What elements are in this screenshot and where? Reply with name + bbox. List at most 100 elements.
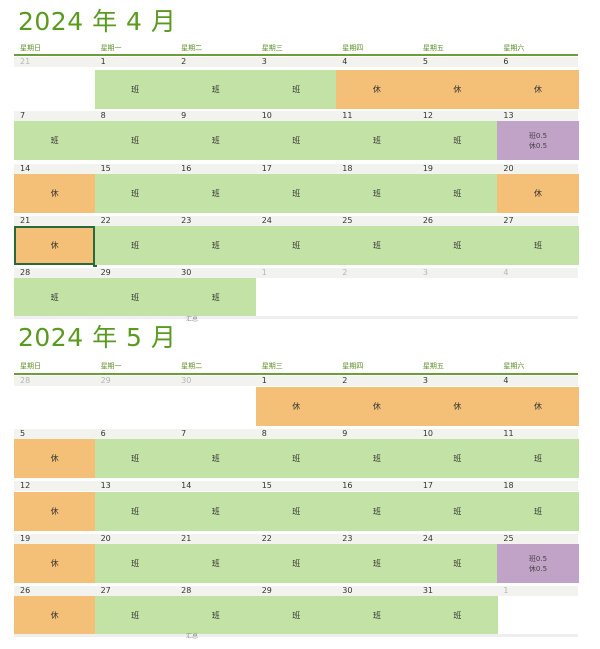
shift-cell-work[interactable]: 班 bbox=[497, 226, 579, 265]
shift-label: 休0.5 bbox=[528, 564, 548, 573]
shift-cell-rest[interactable]: 休 bbox=[416, 70, 498, 109]
shift-cell-work[interactable]: 班 bbox=[94, 596, 176, 635]
shift-cell-work[interactable]: 班 bbox=[336, 596, 418, 635]
shift-cell-mixed[interactable]: 班0.5 休0.5 bbox=[497, 121, 579, 160]
shift-cell-work[interactable]: 班 bbox=[255, 226, 337, 265]
shift-cell-work[interactable]: 班 bbox=[416, 439, 498, 478]
shift-cell-work[interactable]: 班 bbox=[416, 492, 498, 531]
shift-cell-work[interactable]: 班 bbox=[416, 121, 498, 160]
month-title: 2024 年 5 月 bbox=[18, 323, 177, 352]
date-number: 10 bbox=[261, 111, 272, 120]
date-number: 3 bbox=[261, 57, 267, 66]
shift-cell-work[interactable]: 班 bbox=[94, 544, 176, 583]
shift-cell-work[interactable]: 班 bbox=[94, 174, 176, 213]
footer-mark: 汇总 bbox=[186, 633, 199, 640]
shift-cell-work[interactable]: 班 bbox=[175, 226, 257, 265]
date-number: 26 bbox=[20, 586, 31, 595]
date-row bbox=[14, 216, 578, 226]
shift-cell-rest[interactable]: 休 bbox=[14, 174, 96, 213]
shift-cell-work[interactable]: 班 bbox=[336, 439, 418, 478]
shift-cell-work[interactable]: 班 bbox=[175, 121, 257, 160]
shift-cell-rest[interactable]: 休 bbox=[336, 387, 418, 426]
shift-cell-work[interactable]: 班 bbox=[416, 596, 498, 635]
shift-cell-work[interactable]: 班 bbox=[94, 278, 176, 317]
shift-cell-rest[interactable]: 休 bbox=[14, 439, 96, 478]
shift-cell-work[interactable]: 班 bbox=[255, 174, 337, 213]
shift-cell-work[interactable]: 班 bbox=[416, 174, 498, 213]
date-number: 14 bbox=[181, 481, 192, 490]
date-number: 19 bbox=[422, 164, 434, 173]
shift-cell-rest[interactable]: 休 bbox=[336, 70, 418, 109]
date-number: 14 bbox=[20, 164, 31, 173]
shift-cell-rest[interactable]: 休 bbox=[14, 226, 98, 267]
shift-cell-work[interactable]: 班 bbox=[255, 121, 337, 160]
shift-cell-work[interactable]: 班 bbox=[175, 492, 257, 531]
shift-cell-rest[interactable]: 休 bbox=[497, 174, 579, 213]
shift-cell-work[interactable]: 班 bbox=[336, 492, 418, 531]
date-number: 19 bbox=[20, 534, 31, 543]
shift-cell-work[interactable]: 班 bbox=[255, 70, 337, 109]
shift-cell-work[interactable]: 班 bbox=[94, 492, 176, 531]
shift-cell-work[interactable]: 班 bbox=[94, 439, 176, 478]
shift-cell-work[interactable]: 班 bbox=[94, 226, 176, 265]
shift-cell-work[interactable]: 班 bbox=[175, 439, 257, 478]
shift-cell-work[interactable]: 班 bbox=[416, 544, 498, 583]
shift-cell-rest[interactable]: 休 bbox=[14, 544, 96, 583]
shift-cell-work[interactable]: 班 bbox=[14, 121, 96, 160]
shift-cell-work[interactable]: 班 bbox=[175, 70, 257, 109]
shift-cell-mixed[interactable]: 班0.5 休0.5 bbox=[497, 544, 579, 583]
shift-cell-work[interactable]: 班 bbox=[255, 492, 337, 531]
shift-cell-work[interactable]: 班 bbox=[14, 278, 96, 317]
footer-row bbox=[14, 316, 578, 319]
shift-cell-work[interactable]: 班 bbox=[336, 121, 418, 160]
shift-cell-work[interactable]: 班 bbox=[336, 226, 418, 265]
date-number: 30 bbox=[181, 376, 192, 385]
date-number: 11 bbox=[342, 111, 353, 120]
date-number: 21 bbox=[20, 216, 31, 225]
date-number: 5 bbox=[20, 429, 26, 438]
shift-cell-work[interactable]: 班 bbox=[94, 70, 176, 109]
weekday-label: 星期三 bbox=[261, 362, 283, 370]
shift-cell-rest[interactable]: 休 bbox=[497, 70, 579, 109]
shift-cell-work[interactable]: 班 bbox=[336, 174, 418, 213]
date-number: 2 bbox=[342, 268, 348, 277]
date-number: 3 bbox=[422, 268, 428, 277]
shift-cell-work[interactable]: 班 bbox=[255, 439, 337, 478]
shift-cell-work[interactable]: 班 bbox=[255, 544, 337, 583]
shift-cell-work[interactable]: 班 bbox=[175, 174, 257, 213]
date-number: 20 bbox=[100, 534, 111, 543]
shift-label: 休0.5 bbox=[528, 141, 548, 150]
shift-cell-work[interactable]: 班 bbox=[497, 492, 579, 531]
shift-cell-rest[interactable]: 休 bbox=[497, 387, 579, 426]
shift-cell-work[interactable]: 班 bbox=[175, 596, 257, 635]
date-number: 4 bbox=[503, 268, 509, 277]
date-number: 16 bbox=[181, 164, 192, 173]
date-number: 28 bbox=[20, 268, 31, 277]
date-number: 25 bbox=[503, 534, 514, 543]
shift-cell-work[interactable]: 班 bbox=[497, 439, 579, 478]
date-number: 1 bbox=[100, 57, 106, 66]
date-number: 3 bbox=[422, 376, 428, 385]
date-number: 4 bbox=[503, 376, 509, 385]
weekday-label: 星期一 bbox=[100, 44, 122, 52]
shift-cell-rest[interactable]: 休 bbox=[255, 387, 337, 426]
date-row bbox=[14, 376, 578, 386]
weekday-label: 星期二 bbox=[181, 362, 203, 370]
shift-cell-work[interactable]: 班 bbox=[336, 544, 418, 583]
shift-cell-work[interactable]: 班 bbox=[175, 278, 257, 317]
shift-cell-rest[interactable]: 休 bbox=[14, 492, 96, 531]
weekday-label: 星期四 bbox=[342, 44, 364, 52]
shift-cell-work[interactable]: 班 bbox=[255, 596, 337, 635]
shift-cell-work[interactable]: 班 bbox=[175, 544, 257, 583]
date-number: 29 bbox=[100, 268, 111, 277]
shift-cell-work[interactable]: 班 bbox=[416, 226, 498, 265]
weekday-label: 星期五 bbox=[422, 44, 444, 52]
date-number: 9 bbox=[181, 111, 187, 120]
shift-cell-work[interactable]: 班 bbox=[94, 121, 176, 160]
shift-cell-rest[interactable]: 休 bbox=[14, 596, 96, 635]
date-row bbox=[14, 111, 578, 121]
date-number: 25 bbox=[342, 216, 353, 225]
weekday-header: 星期日 星期一 星期二 星期三 星期四 星期五 星期六 bbox=[14, 42, 578, 56]
shift-cell-rest[interactable]: 休 bbox=[416, 387, 498, 426]
date-number: 4 bbox=[342, 57, 348, 66]
